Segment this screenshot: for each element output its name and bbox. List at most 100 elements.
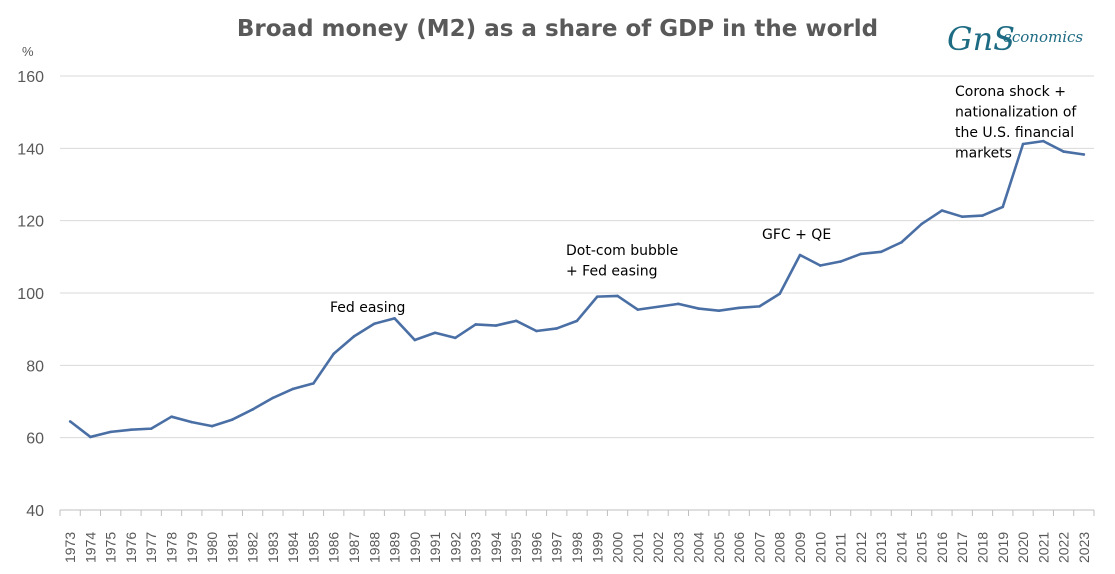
- data-point-2008: [778, 292, 782, 296]
- chart-title: Broad money (M2) as a share of GDP in th…: [236, 16, 879, 42]
- x-tick-label: 1988: [366, 532, 382, 563]
- x-tick-label: 2001: [630, 532, 646, 563]
- data-point-1989: [393, 317, 396, 320]
- x-tick-label: 2020: [1015, 532, 1031, 563]
- x-tick-label: 1993: [468, 532, 484, 563]
- y-tick-label: 60: [26, 431, 44, 448]
- x-tick-label: 1983: [265, 532, 281, 563]
- x-tick-label: 1980: [204, 532, 220, 563]
- data-point-2006: [737, 306, 741, 310]
- x-axis: [59, 509, 1095, 516]
- data-point-2012: [859, 252, 863, 256]
- gridlines: [60, 75, 1094, 439]
- data-point-1980: [210, 424, 214, 428]
- annotation-label: Fed easing: [330, 300, 405, 316]
- data-point-1991: [433, 331, 437, 335]
- x-tick-label: 2015: [914, 532, 930, 563]
- x-tick-label: 2014: [893, 532, 909, 563]
- x-tick-label: 2012: [853, 532, 869, 563]
- annotations: Fed easing Dot-com bubble + Fed easing GFC …: [330, 84, 1077, 316]
- x-tick-label: 2018: [974, 532, 990, 563]
- y-tick-label: 160: [17, 69, 44, 86]
- data-point-1981: [231, 418, 234, 421]
- data-point-2017: [960, 215, 964, 218]
- x-tick-label: 2021: [1035, 532, 1051, 563]
- x-tick-label: 2023: [1076, 532, 1092, 563]
- data-point-2020: [1021, 142, 1025, 146]
- data-point-2021: [1042, 139, 1045, 143]
- logo-text: economics: [1003, 28, 1083, 46]
- x-tick-label: 1982: [245, 532, 261, 563]
- data-point-2005: [717, 309, 721, 313]
- data-point-2015: [920, 222, 923, 226]
- data-point-2018: [981, 214, 984, 217]
- data-point-2019: [1001, 205, 1005, 209]
- data-point-1984: [291, 387, 295, 391]
- data-point-1978: [170, 415, 173, 418]
- x-tick-label: 2007: [751, 532, 767, 563]
- x-tick-label: 2003: [670, 532, 686, 563]
- annotation-label: Corona shock +: [955, 84, 1066, 100]
- x-tick-label: 2013: [873, 532, 889, 563]
- x-tick-label: 1997: [549, 532, 565, 563]
- x-tick-label: 1986: [326, 532, 342, 563]
- y-tick-label: 40: [26, 503, 44, 520]
- x-tick-label: 2019: [995, 532, 1011, 563]
- x-tick-label: 2008: [772, 532, 788, 563]
- data-point-1983: [271, 396, 275, 400]
- y-tick-label: 100: [17, 286, 44, 303]
- data-point-1985: [312, 382, 315, 385]
- annotation-label: nationalization of: [955, 105, 1077, 121]
- annotation-label: + Fed easing: [566, 264, 658, 280]
- data-point-1979: [190, 420, 194, 424]
- data-point-1973: [68, 420, 72, 423]
- x-tick-label: 2009: [792, 532, 808, 563]
- x-tick-label: 1978: [164, 532, 180, 563]
- x-tick-label: 1992: [447, 532, 463, 563]
- y-tick-label: 140: [17, 141, 44, 158]
- x-tick-label: 1996: [528, 532, 544, 563]
- data-point-2013: [879, 250, 883, 254]
- x-tick-label: 2000: [610, 532, 626, 563]
- x-tick-label: 2022: [1056, 532, 1072, 563]
- logo-mark: GnS: [947, 20, 1015, 58]
- data-point-1992: [454, 336, 457, 340]
- x-tick-label: 1999: [589, 532, 605, 563]
- x-tick-label: 1994: [488, 532, 504, 563]
- x-tick-label: 1989: [387, 532, 403, 563]
- data-point-1994: [494, 324, 498, 327]
- x-tick-label: 1990: [407, 532, 423, 563]
- x-tick-label: 1981: [224, 532, 240, 563]
- x-tick-label: 1991: [427, 532, 443, 563]
- x-tick-label: 1973: [62, 532, 78, 563]
- data-point-1988: [372, 322, 376, 326]
- data-point-2002: [656, 305, 660, 309]
- x-tick-label: 1979: [184, 532, 200, 563]
- data-point-1974: [89, 435, 92, 439]
- data-point-1977: [149, 427, 153, 430]
- data-point-2009: [798, 253, 802, 257]
- annotation-label: GFC + QE: [762, 227, 831, 243]
- x-tick-label: 1984: [285, 532, 301, 563]
- x-tick-label: 2017: [954, 532, 970, 563]
- x-tick-label: 2004: [691, 532, 707, 563]
- data-point-1999: [595, 295, 599, 298]
- x-tick-label: 1974: [82, 532, 98, 563]
- x-tick-label: 2011: [833, 533, 849, 563]
- gns-economics-logo: GnS economics: [945, 14, 1085, 62]
- data-point-1982: [251, 408, 254, 411]
- y-tick-label: 120: [17, 214, 44, 231]
- data-point-2004: [697, 307, 700, 310]
- data-point-2000: [616, 294, 619, 298]
- data-point-2023: [1082, 153, 1086, 156]
- data-point-1986: [332, 352, 336, 356]
- data-point-2016: [940, 209, 944, 212]
- series-line: [69, 139, 1085, 439]
- x-tick-label: 1977: [143, 532, 159, 563]
- data-point-2003: [677, 302, 680, 306]
- x-tick-label: 1985: [305, 532, 321, 563]
- x-tick-label: 1987: [346, 532, 362, 563]
- x-tick-label: 2005: [711, 532, 727, 563]
- y-axis-label: %: [22, 44, 34, 59]
- data-point-1987: [352, 335, 356, 338]
